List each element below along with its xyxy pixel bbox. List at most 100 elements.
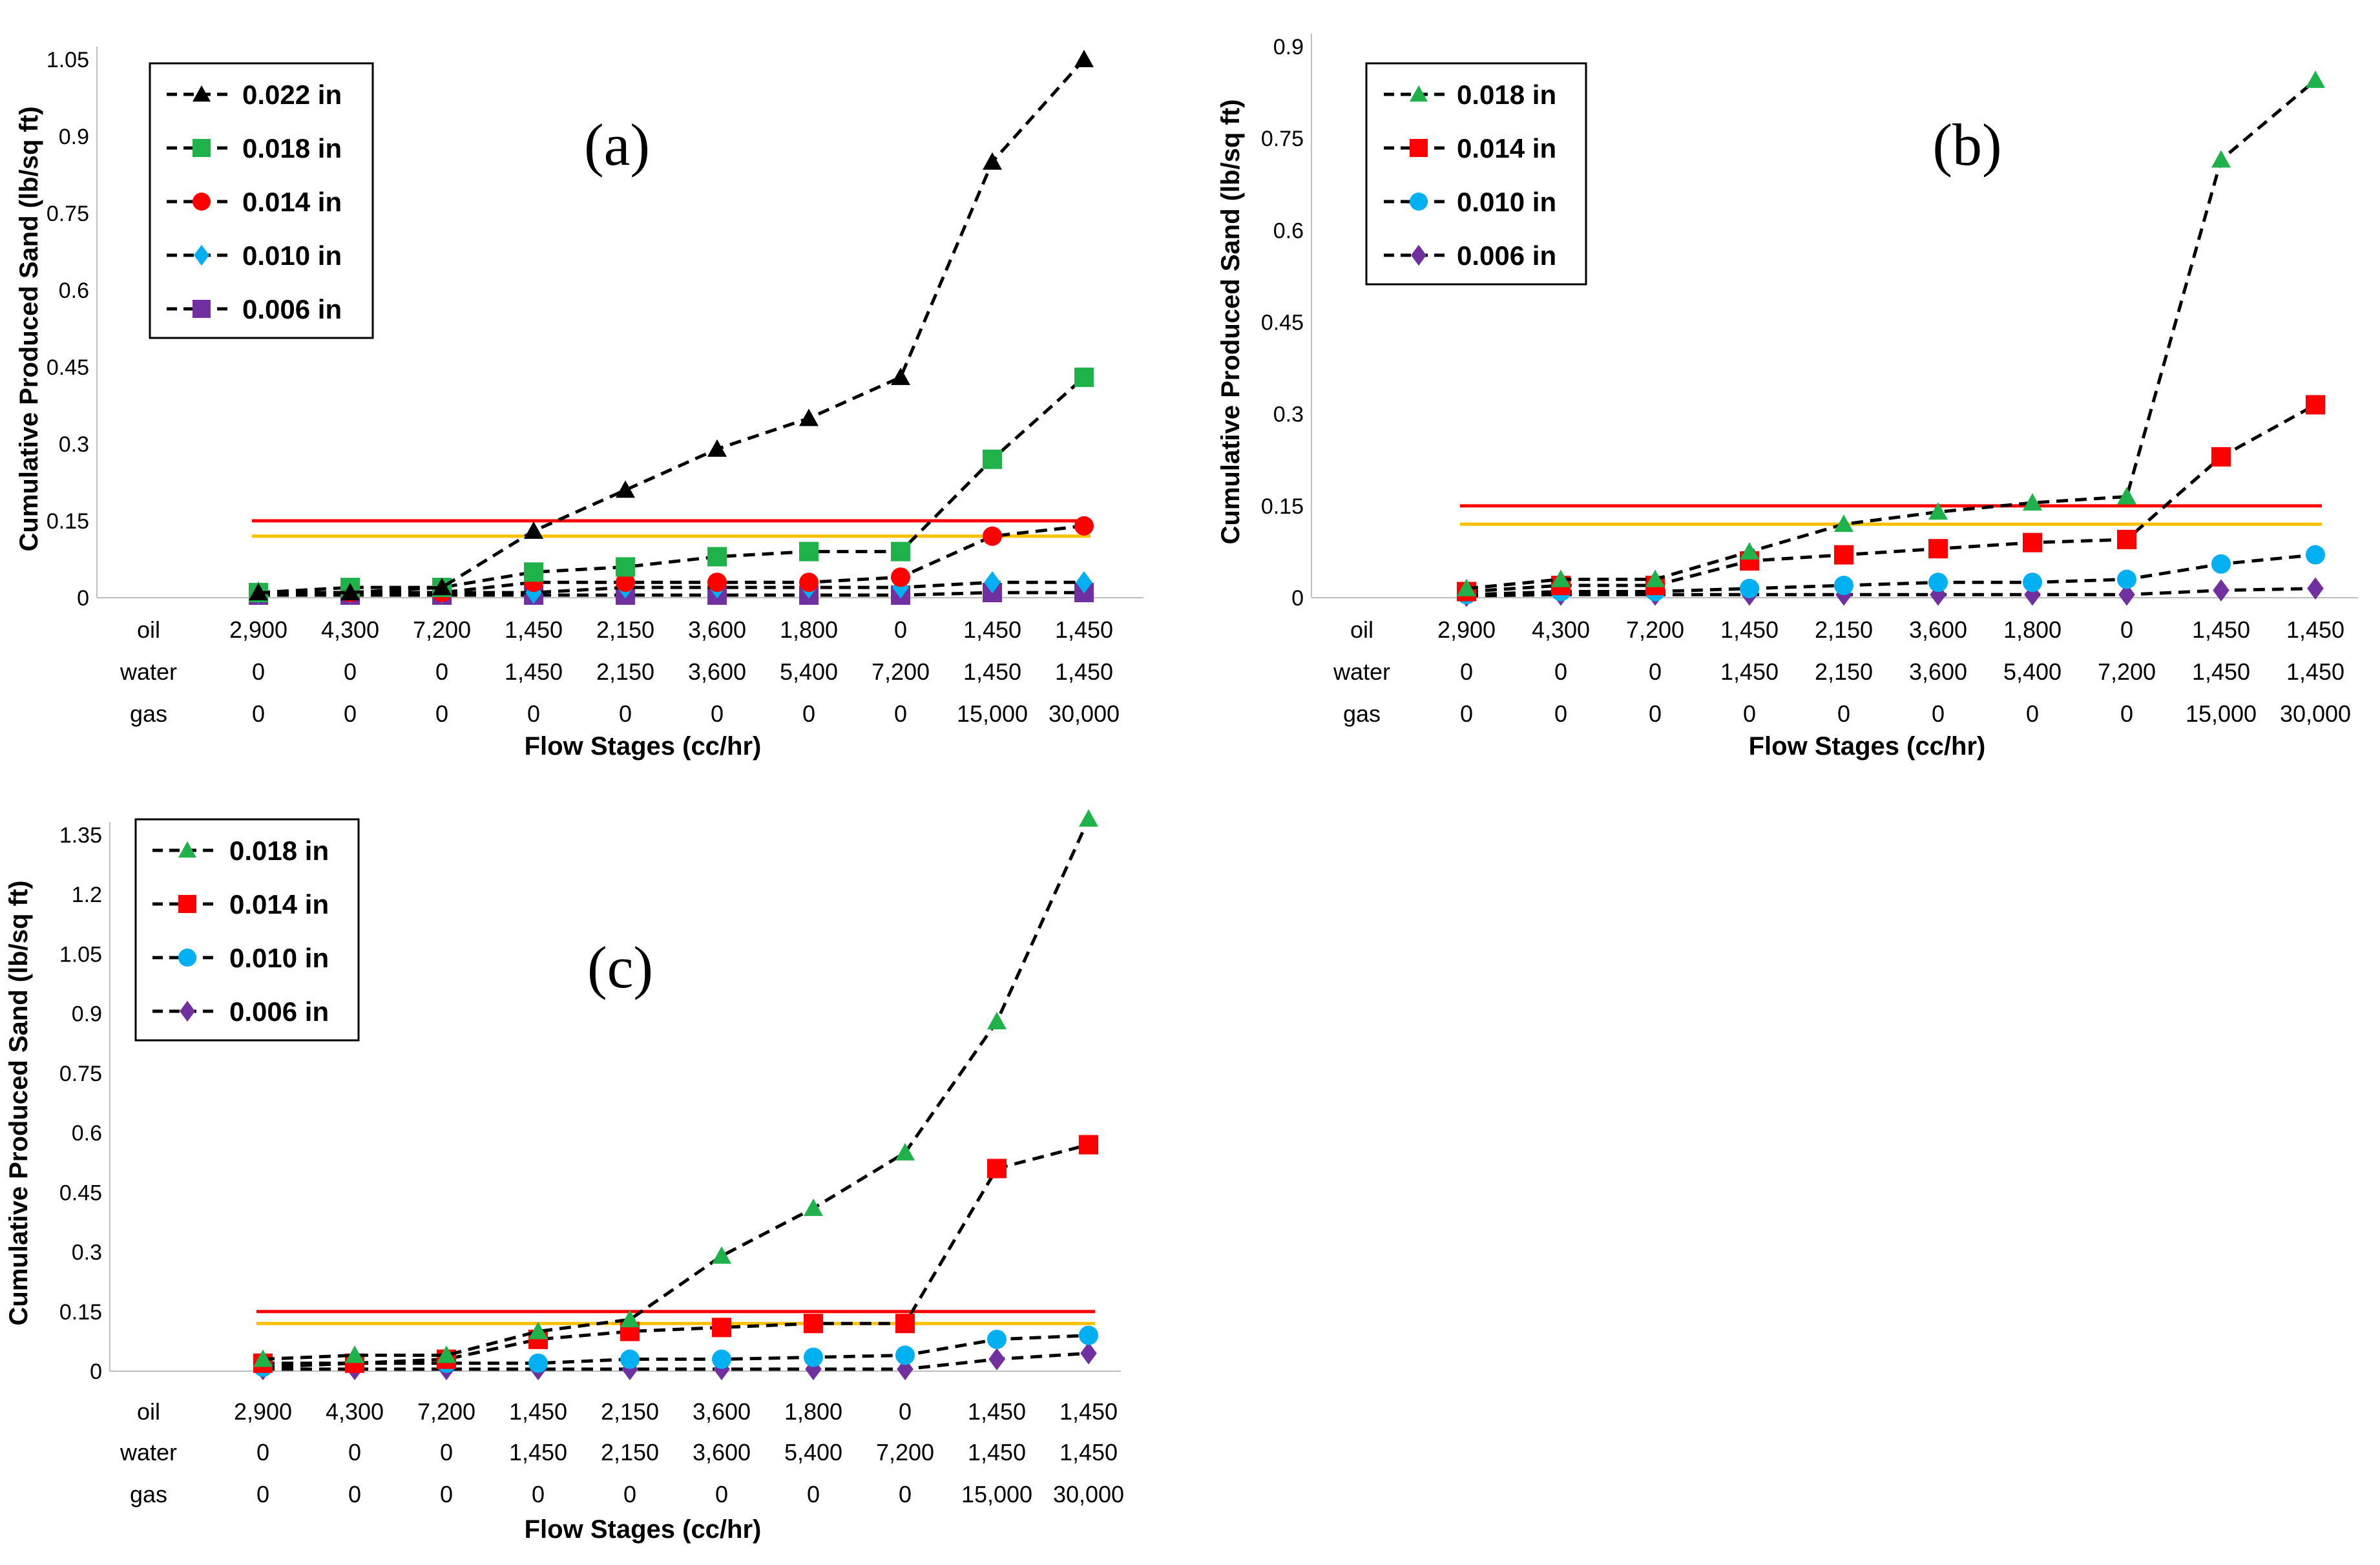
flow-stage-value: 0 — [344, 658, 357, 685]
flow-stage-value: 0 — [2026, 700, 2039, 727]
y-tick-label: 0.15 — [47, 509, 89, 534]
flow-stage-value: 0 — [623, 1481, 636, 1507]
legend: 0.018 in 0.014 in 0.010 in 0.006 in — [134, 818, 360, 1042]
y-tick-label: 1.05 — [47, 48, 89, 72]
flow-stage-value: 2,150 — [596, 658, 654, 685]
y-tick-label: 1.2 — [72, 883, 102, 907]
flow-stage-value: 0 — [1460, 658, 1473, 685]
data-point — [1079, 1135, 1098, 1155]
data-point — [799, 572, 819, 593]
flow-stage-value: 2,900 — [229, 616, 287, 643]
flow-stage-value: 0 — [1649, 700, 1662, 727]
x-axis-title: Flow Stages (cc/hr) — [1749, 732, 1986, 761]
data-point — [2306, 395, 2325, 415]
flow-stage-value: 1,800 — [784, 1398, 842, 1425]
data-point — [1079, 1325, 1098, 1345]
flow-stage-value: 0 — [899, 1481, 912, 1507]
data-point — [437, 1345, 456, 1363]
flow-stage-value: 0 — [619, 700, 632, 727]
y-axis-title: Cumulative Produced Sand (lb/sq ft) — [1216, 100, 1245, 545]
data-point — [707, 572, 727, 593]
flow-stage-value: 7,200 — [1626, 616, 1684, 643]
legend-marker — [178, 895, 196, 913]
series-0-018-in — [249, 367, 1094, 603]
y-tick-label: 0.9 — [72, 1002, 102, 1027]
x-axis-title: Flow Stages (cc/hr) — [525, 732, 762, 761]
data-point — [432, 578, 452, 596]
data-point — [2211, 150, 2231, 168]
data-point — [616, 572, 635, 593]
flow-stage-value: 0 — [256, 1481, 269, 1507]
data-point — [799, 541, 819, 562]
flow-stage-value: 0 — [252, 700, 265, 727]
series-line — [1466, 553, 2316, 596]
flow-stage-value: 4,300 — [1532, 616, 1590, 643]
legend-marker — [193, 85, 211, 102]
legend-box — [1365, 62, 1587, 286]
flow-stage-value: 0 — [715, 1481, 728, 1507]
data-point — [1928, 502, 1948, 520]
legend-marker — [1410, 139, 1428, 157]
chart-panel-a: 0 0.15 0.3 0.45 0.6 0.75 0.9 1.05 Cumulative Pro… — [15, 47, 1143, 761]
data-point — [1834, 545, 1853, 565]
data-point — [1834, 514, 1853, 532]
series-0-018-in — [1457, 70, 2325, 596]
x-axis-title: Flow Stages (cc/hr) — [525, 1515, 762, 1544]
series-line — [258, 376, 1085, 594]
data-point — [987, 1011, 1007, 1029]
flow-stage-value: 3,600 — [688, 658, 746, 685]
legend-label: 0.006 in — [242, 294, 342, 324]
legend-label: 0.018 in — [1457, 79, 1556, 110]
flow-stage-value: 7,200 — [2098, 658, 2156, 685]
series-0-014-in — [253, 1135, 1098, 1373]
data-point — [891, 567, 910, 587]
panel-label: (c) — [587, 934, 653, 1000]
data-point — [524, 562, 543, 582]
series-line — [262, 818, 1091, 1361]
data-point — [988, 1348, 1005, 1371]
flow-row-label-water: water — [1333, 658, 1390, 685]
series-0-018-in — [253, 809, 1098, 1367]
y-tick-label: 0.6 — [59, 278, 89, 303]
flow-stage-value: 30,000 — [1049, 700, 1120, 727]
legend-label: 0.014 in — [229, 889, 329, 919]
flow-stage-value: 2,150 — [596, 616, 654, 643]
data-point — [620, 1310, 640, 1328]
series-0-022-in — [249, 50, 1094, 601]
series-line — [263, 1351, 1089, 1371]
data-point — [1080, 1342, 1097, 1365]
data-point — [707, 547, 727, 567]
legend-label: 0.010 in — [1457, 187, 1556, 217]
y-tick-label: 0.9 — [1273, 35, 1304, 59]
series-0-014-in — [1457, 395, 2325, 602]
flow-stage-value: 3,600 — [693, 1398, 751, 1425]
flow-stage-value: 0 — [256, 1439, 269, 1465]
flow-stage-value: 1,450 — [505, 658, 563, 685]
legend-label: 0.014 in — [1457, 133, 1556, 163]
data-point — [524, 521, 543, 539]
data-point — [1551, 569, 1571, 587]
data-point — [2211, 554, 2231, 574]
data-point — [1928, 572, 1948, 593]
legend-marker — [180, 1000, 195, 1022]
data-point — [1834, 576, 1853, 596]
data-point — [2023, 493, 2042, 511]
flow-stage-value: 0 — [344, 700, 357, 727]
flow-stage-value: 7,200 — [417, 1398, 475, 1425]
y-tick-label: 0.3 — [59, 432, 89, 457]
flow-stage-value: 1,800 — [780, 616, 838, 643]
flow-stage-value: 15,000 — [2186, 700, 2257, 727]
flow-stage-value: 0 — [2120, 700, 2133, 727]
flow-stage-value: 3,600 — [693, 1439, 751, 1465]
flow-stage-value: 0 — [1649, 658, 1662, 685]
flow-stage-value: 2,150 — [1815, 616, 1873, 643]
legend: 0.018 in 0.014 in 0.010 in 0.006 in — [1365, 62, 1587, 286]
flow-stage-value: 2,150 — [601, 1439, 659, 1465]
data-point — [984, 571, 1001, 594]
data-point — [804, 1198, 823, 1216]
flow-stage-value: 30,000 — [1053, 1481, 1124, 1507]
flow-stage-value: 1,450 — [509, 1439, 567, 1465]
data-point — [616, 557, 635, 577]
data-point — [253, 1349, 273, 1367]
legend-label: 0.018 in — [242, 133, 342, 163]
